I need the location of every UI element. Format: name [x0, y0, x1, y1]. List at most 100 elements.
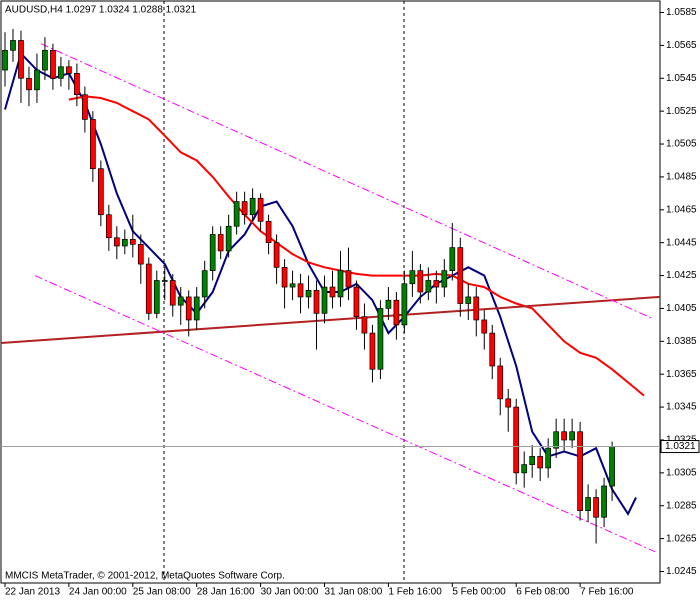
- y-tick-label: 1.0485: [666, 172, 697, 183]
- overlay-line: [34, 275, 656, 553]
- candle-body: [585, 497, 591, 512]
- y-tick-label: 1.0465: [666, 204, 697, 215]
- candle-body: [18, 40, 24, 79]
- candle-body: [401, 283, 408, 326]
- candle-body: [201, 270, 208, 298]
- candle-body: [553, 431, 560, 449]
- y-tick-label: 1.0545: [666, 73, 697, 84]
- candle-body: [161, 280, 168, 282]
- candle-body: [313, 290, 320, 314]
- candle-body: [337, 270, 344, 298]
- candle-body: [393, 299, 400, 326]
- candle-body: [593, 497, 599, 518]
- candle-body: [497, 365, 504, 400]
- candle-body: [145, 263, 152, 314]
- candle-body: [345, 270, 352, 288]
- x-tick-label: 31 Jan 08:00: [325, 587, 383, 598]
- overlay-line: [68, 95, 645, 397]
- x-tick-label: 30 Jan 00:00: [261, 587, 319, 598]
- y-tick-label: 1.0305: [666, 467, 697, 478]
- candle-body: [74, 72, 80, 96]
- candle-body: [185, 296, 192, 321]
- candle-body: [177, 296, 184, 306]
- candle-body: [209, 234, 216, 271]
- candle-body: [377, 308, 384, 370]
- candle-body: [505, 398, 512, 408]
- candle-body: [409, 270, 416, 285]
- candle-body: [82, 94, 88, 120]
- price-box: [660, 440, 700, 454]
- candle-body: [50, 49, 56, 79]
- candle-body: [58, 66, 64, 79]
- x-tick-label: 25 Jan 08:00: [133, 587, 191, 598]
- candle-body: [465, 296, 472, 304]
- y-tick-label: 1.0345: [666, 402, 697, 413]
- candle-body: [601, 485, 607, 518]
- x-tick-label: 1 Feb 16:00: [388, 587, 442, 598]
- candle-body: [26, 77, 32, 91]
- candle-body: [353, 286, 360, 318]
- candle-body: [273, 242, 280, 268]
- candle-body: [249, 197, 256, 216]
- candle-body: [257, 197, 264, 222]
- candle-body: [449, 247, 456, 271]
- candle-body: [569, 431, 575, 441]
- candle-body: [513, 406, 520, 474]
- candle-body: [521, 464, 528, 474]
- candle-body: [361, 316, 368, 334]
- y-tick-label: 1.0565: [666, 40, 697, 51]
- candle-body: [217, 234, 224, 252]
- y-tick-label: 1.0405: [666, 303, 697, 314]
- candle-body: [10, 40, 16, 51]
- candle-body: [417, 270, 424, 293]
- candle-body: [193, 296, 200, 321]
- candle-body: [233, 201, 240, 227]
- candle-body: [34, 69, 40, 91]
- candle-body: [385, 299, 392, 309]
- candle-body: [473, 296, 480, 321]
- candle-body: [105, 214, 112, 239]
- candle-body: [153, 280, 160, 314]
- candle-body: [121, 239, 128, 247]
- y-tick-label: 1.0585: [666, 7, 697, 18]
- y-tick-label: 1.0525: [666, 106, 697, 117]
- x-tick-label: 24 Jan 00:00: [69, 587, 127, 598]
- y-tick-label: 1.0505: [666, 139, 697, 150]
- candle-body: [305, 290, 312, 298]
- candle-body: [529, 456, 536, 465]
- candle-body: [369, 332, 376, 370]
- candle-body: [457, 247, 464, 304]
- footer: MMCIS MetaTrader, © 2001-2012, MetaQuote…: [5, 571, 285, 582]
- candle-body: [169, 280, 176, 306]
- candle-body: [321, 286, 328, 314]
- x-tick-label: 6 Feb 08:00: [516, 587, 570, 598]
- candle-body: [129, 239, 136, 245]
- candle-body: [281, 266, 288, 288]
- price-label: 1.0321: [665, 441, 696, 452]
- candle-body: [289, 283, 296, 288]
- candle-body: [113, 237, 120, 247]
- y-tick-label: 1.0425: [666, 270, 697, 281]
- overlay-line: [0, 295, 661, 344]
- candle-body: [577, 431, 583, 512]
- x-tick-label: 7 Feb 16:00: [580, 587, 634, 598]
- candle-body: [489, 332, 496, 367]
- candle-body: [609, 446, 615, 487]
- y-tick-label: 1.0245: [666, 566, 697, 577]
- candle-body: [241, 201, 248, 216]
- x-tick-label: 22 Jan 2013: [5, 587, 60, 598]
- candle-body: [481, 319, 488, 334]
- y-tick-label: 1.0385: [666, 336, 697, 347]
- candle-body: [90, 119, 96, 170]
- candle-body: [441, 270, 448, 288]
- candle-body: [42, 49, 48, 71]
- candle-body: [425, 280, 432, 293]
- candle-body: [297, 283, 304, 298]
- candle-body: [561, 431, 567, 441]
- y-tick-label: 1.0365: [666, 369, 697, 380]
- y-tick-label: 1.0285: [666, 500, 697, 511]
- candle-body: [265, 220, 272, 244]
- y-tick-label: 1.0445: [666, 237, 697, 248]
- candle-body: [97, 168, 104, 216]
